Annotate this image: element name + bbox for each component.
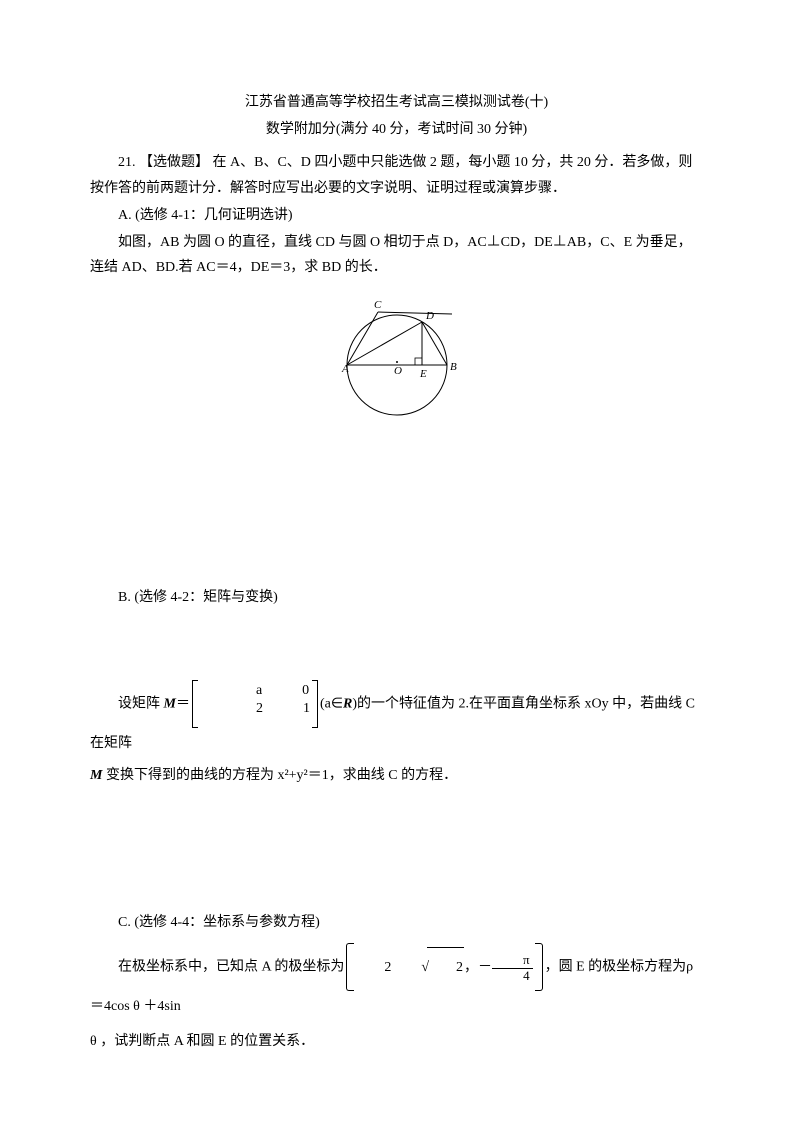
matrix-content: a 0 2 1 bbox=[228, 682, 310, 718]
problem-21-intro-text: 21. 【选做题】 在 A、B、C、D 四小题中只能选做 2 题，每小题 10 … bbox=[90, 155, 692, 195]
label-B: B bbox=[450, 361, 457, 373]
section-b-body: 设矩阵 M＝ a 0 2 1 (a∈R)的一个特征值为 2.在平面直角坐标系 x… bbox=[90, 682, 703, 761]
label-A: A bbox=[341, 363, 349, 375]
page-subtitle: 数学附加分(满分 40 分，考试时间 30 分钟) bbox=[90, 117, 703, 142]
matrix: a 0 2 1 bbox=[192, 682, 318, 726]
matrix-M-2: M bbox=[90, 768, 102, 783]
spacer-3 bbox=[90, 790, 703, 910]
spacer-1 bbox=[90, 455, 703, 585]
comma: ， bbox=[464, 960, 478, 975]
coef-2: 2 bbox=[384, 960, 391, 975]
section-a-body-text: 如图，AB 为圆 O 的直径，直线 CD 与圆 O 相切于点 D，AC⊥CD，D… bbox=[90, 235, 692, 275]
bracket-right-icon bbox=[312, 680, 318, 728]
section-c-line2: θ ，试判断点 A 和圆 E 的位置关系． bbox=[90, 1029, 703, 1054]
section-c-body: 在极坐标系中，已知点 A 的极坐标为 22，－ π 4 ，圆 E 的极坐标方程为… bbox=[90, 947, 703, 1026]
label-C: C bbox=[374, 299, 382, 311]
spacer-2 bbox=[90, 612, 703, 682]
section-b-label: B. (选修 4-2：矩阵与变换) bbox=[90, 585, 703, 610]
polar-bracket-right-icon bbox=[535, 943, 543, 991]
frac-num: π bbox=[492, 953, 533, 968]
spacer-4 bbox=[90, 937, 703, 947]
section-c-line2-text: θ ，试判断点 A 和圆 E 的位置关系． bbox=[90, 1034, 314, 1049]
label-D: D bbox=[425, 310, 434, 322]
frac-den: 4 bbox=[492, 969, 533, 983]
section-b-line2-post: 变换下得到的曲线的方程为 x²+y²＝1，求曲线 C 的方程． bbox=[102, 768, 457, 783]
bracket-left-icon bbox=[192, 680, 198, 728]
polar-bracket-left-icon bbox=[346, 943, 354, 991]
m-r2c2: 1 bbox=[275, 700, 310, 718]
m-r2c1: 2 bbox=[228, 700, 263, 718]
page-title: 江苏省普通高等学校招生考试高三模拟测试卷(十) bbox=[90, 90, 703, 115]
fraction: π 4 bbox=[492, 953, 533, 983]
section-b-pre: 设矩阵 bbox=[118, 696, 164, 711]
label-O: O bbox=[394, 365, 402, 377]
problem-21-intro: 21. 【选做题】 在 A、B、C、D 四小题中只能选做 2 题，每小题 10 … bbox=[90, 150, 703, 200]
section-b-line2: M 变换下得到的曲线的方程为 x²+y²＝1，求曲线 C 的方程． bbox=[90, 763, 703, 788]
section-c-label: C. (选修 4-4：坐标系与参数方程) bbox=[90, 910, 703, 935]
m-r1c2: 0 bbox=[274, 682, 309, 700]
sqrt-val: 2 bbox=[427, 947, 464, 987]
geometry-figure: A B C D E O bbox=[312, 290, 482, 425]
neg: － bbox=[478, 960, 492, 975]
matrix-M-1: M bbox=[164, 696, 176, 711]
section-c-pre: 在极坐标系中，已知点 A 的极坐标为 bbox=[118, 960, 344, 975]
label-E: E bbox=[419, 368, 427, 380]
polar-coord: 22，－ π 4 bbox=[346, 947, 542, 987]
set-R: R bbox=[343, 696, 352, 711]
polar-first: 22 bbox=[384, 960, 464, 975]
section-b-mid: (a∈ bbox=[320, 696, 343, 711]
figure-a: A B C D E O bbox=[90, 290, 703, 434]
matrix-row-1: a 0 bbox=[228, 682, 310, 700]
eq-sign: ＝ bbox=[176, 696, 190, 711]
matrix-row-2: 2 1 bbox=[228, 700, 310, 718]
section-a-label: A. (选修 4-1：几何证明选讲) bbox=[90, 203, 703, 228]
section-a-body: 如图，AB 为圆 O 的直径，直线 CD 与圆 O 相切于点 D，AC⊥CD，D… bbox=[90, 230, 703, 280]
sqrt-icon: 2 bbox=[391, 947, 464, 987]
m-r1c1: a bbox=[228, 682, 262, 700]
